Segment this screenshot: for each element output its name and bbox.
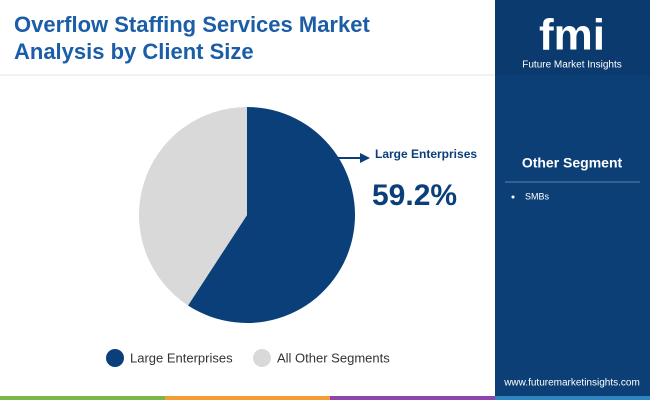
callout-label: Large Enterprises [375, 147, 477, 161]
chart: Large Enterprises 59.2% Large Enterprises A… [106, 107, 477, 367]
sidebar-panel [495, 75, 650, 396]
legend-label: Large Enterprises [130, 350, 233, 365]
pie-slice [187, 107, 356, 324]
footer-stripe [0, 396, 165, 400]
chart-title: Overflow Staffing Services Market Analysi… [14, 12, 370, 64]
legend-swatch [253, 349, 271, 367]
bullet [511, 195, 515, 199]
footer-stripe [330, 396, 495, 400]
legend-swatch [106, 349, 124, 367]
callout-arrow-head [360, 153, 370, 163]
footer-stripe [165, 396, 330, 400]
website: www.futuremarketinsights.com [503, 378, 640, 389]
sidebar-heading: Other Segment [522, 155, 623, 171]
value-label: 59.2% [372, 179, 457, 212]
sidebar-items: SMBs [511, 191, 550, 201]
logo: fmi [539, 11, 605, 60]
legend-label: All Other Segments [277, 350, 390, 365]
brand: Future Market Insights [522, 60, 621, 71]
footer-stripe [495, 396, 650, 400]
sidebar-item: SMBs [525, 191, 550, 201]
pie-slice [139, 107, 247, 306]
